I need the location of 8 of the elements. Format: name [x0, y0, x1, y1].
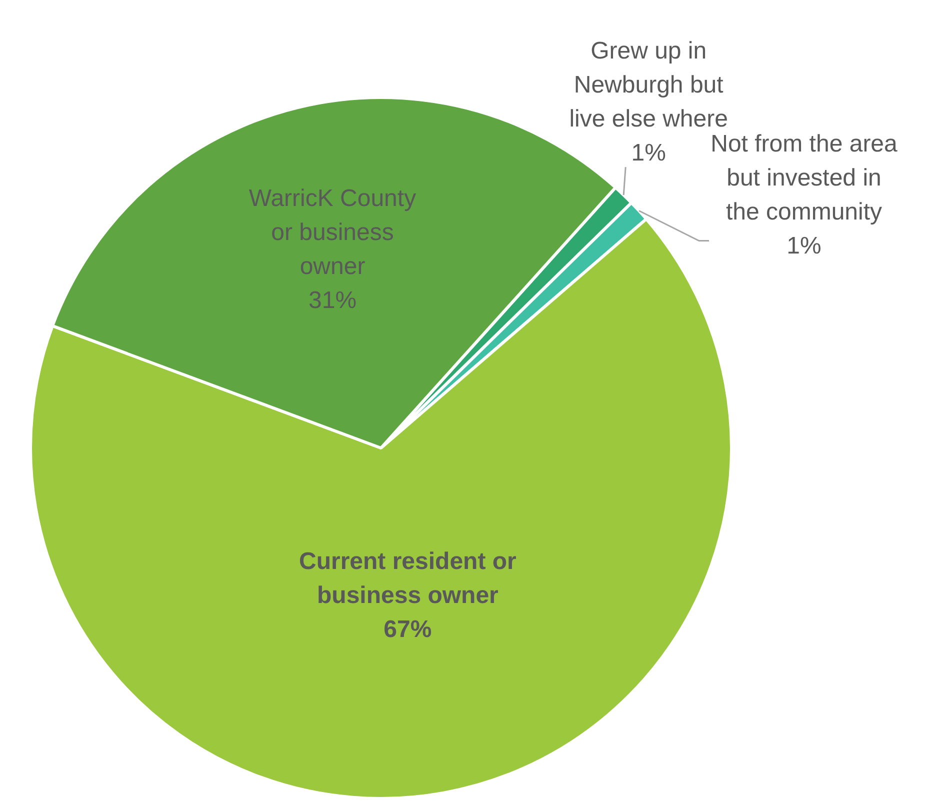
slice-label: Not from the area but invested in the community	[710, 130, 898, 226]
slice-label: Grew up in Newburgh but live else where	[569, 38, 728, 133]
data-label: 1%	[786, 232, 822, 260]
data-label: 67%	[384, 616, 432, 643]
data-label: 1%	[631, 140, 666, 167]
slice-label: WarricK County or business owner	[248, 185, 416, 280]
slice-label: Current resident or business owner	[299, 548, 516, 609]
data-label: 31%	[308, 287, 357, 314]
